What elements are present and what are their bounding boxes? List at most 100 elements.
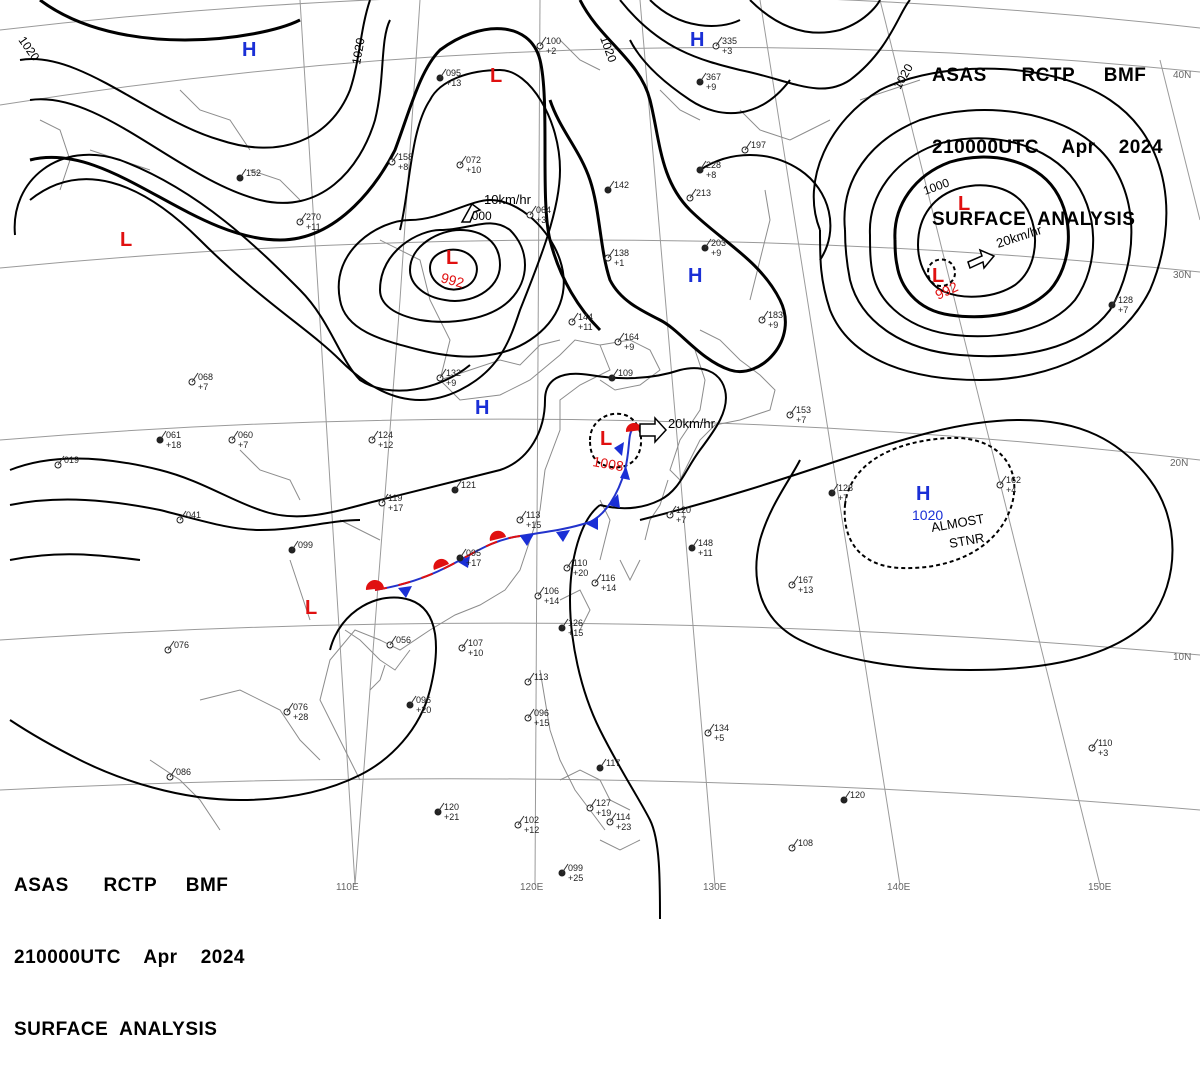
low-center-marker: L: [600, 428, 612, 450]
station-tendency: +7: [838, 493, 848, 503]
station-pressure: 183: [768, 310, 783, 320]
lon-label: 130E: [703, 882, 727, 893]
isobars: [9, 0, 1174, 919]
station-wind-barb: [409, 695, 417, 706]
station-pressure: 124: [378, 430, 393, 440]
station-tendency: +9: [624, 342, 634, 352]
station-wind-barb: [561, 618, 569, 629]
station-pressure: 158: [398, 152, 413, 162]
station-pressure: 076: [293, 702, 308, 712]
station-pressure: 164: [624, 332, 639, 342]
station-wind-barb: [179, 510, 187, 521]
station-tendency: +19: [596, 808, 611, 818]
station-pressure: 056: [396, 635, 411, 645]
station-pressure: 119: [388, 493, 402, 503]
station-tendency: +23: [616, 822, 631, 832]
station-wind-barb: [1091, 738, 1099, 749]
station-wind-barb: [707, 723, 715, 734]
station-pressure: 127: [596, 798, 611, 808]
pressure-centers: H H H H H L L L L L L L: [120, 29, 970, 619]
station-wind-barb: [999, 475, 1007, 486]
lat-label: 10N: [1173, 652, 1191, 663]
station-tendency: +9: [768, 320, 778, 330]
station-pressure: 138: [614, 248, 629, 258]
station-pressure: 102: [524, 815, 539, 825]
station-tendency: +8: [706, 170, 716, 180]
station-wind-barb: [286, 702, 294, 713]
station-wind-barb: [167, 640, 175, 651]
station-wind-barb: [791, 838, 799, 849]
station-wind-barb: [459, 548, 467, 559]
station-wind-barb: [517, 815, 525, 826]
station-wind-barb: [704, 238, 712, 249]
station-wind-barb: [715, 36, 723, 47]
station-pressure: 120: [850, 790, 865, 800]
station-plots: 095+13072+10064+3142138+1144+11203+9183+…: [54, 36, 1133, 883]
station-pressure: 162: [1006, 475, 1021, 485]
station-pressure: 203: [711, 238, 726, 248]
station-wind-barb: [439, 68, 447, 79]
station-pressure: 108: [798, 838, 813, 848]
annotation-stnr: STNR: [948, 530, 985, 551]
station-pressure: 109: [618, 368, 633, 378]
station-tendency: +7: [198, 382, 208, 392]
header-title: SURFACE ANALYSIS: [14, 1019, 218, 1040]
station-wind-barb: [454, 480, 462, 491]
station-tendency: +4: [1006, 485, 1016, 495]
station-wind-barb: [669, 505, 677, 516]
station-wind-barb: [599, 758, 607, 769]
station-pressure: 134: [714, 723, 729, 733]
station-pressure: 060: [238, 430, 253, 440]
chart-header-top-right: ASAS RCTP BMF 210000UTC Apr 2024 SURFACE…: [932, 16, 1163, 256]
station-wind-barb: [761, 310, 769, 321]
station-pressure: 068: [198, 372, 213, 382]
station-wind-barb: [566, 558, 574, 569]
station-tendency: +17: [388, 503, 403, 513]
station-tendency: +21: [444, 812, 459, 822]
station-tendency: +10: [468, 648, 483, 658]
station-wind-barb: [607, 248, 615, 259]
station-pressure: 041: [186, 510, 201, 520]
station-pressure: 114: [616, 812, 630, 822]
station-wind-barb: [791, 575, 799, 586]
station-tendency: +15: [568, 628, 583, 638]
station-pressure: 335: [722, 36, 737, 46]
station-wind-barb: [699, 160, 707, 171]
station-wind-barb: [607, 180, 615, 191]
station-pressure: 076: [174, 640, 189, 650]
station-wind-barb: [609, 812, 617, 823]
station-wind-barb: [519, 510, 527, 521]
station-pressure: 120: [676, 505, 691, 515]
station-pressure: 144: [578, 312, 593, 322]
station-tendency: +9: [706, 82, 716, 92]
low-center-value: 992: [439, 269, 466, 291]
station-pressure: 099: [298, 540, 313, 550]
station-wind-barb: [539, 36, 547, 47]
isobar-label: 1020: [349, 36, 367, 65]
motion-arrows: [460, 202, 996, 444]
high-center-value: 1020: [912, 507, 943, 523]
station-wind-barb: [389, 635, 397, 646]
header-time: 210000UTC Apr 2024: [14, 947, 245, 968]
station-tendency: +12: [378, 440, 393, 450]
station-pressure: 197: [751, 140, 766, 150]
station-pressure: 128: [1118, 295, 1133, 305]
station-tendency: +14: [601, 583, 616, 593]
station-pressure: 064: [536, 205, 551, 215]
lat-label: 40N: [1173, 70, 1191, 81]
station-tendency: +20: [416, 705, 431, 715]
station-pressure: 228: [706, 160, 721, 170]
station-tendency: +11: [306, 222, 321, 232]
low-center-marker: L: [490, 65, 502, 87]
station-tendency: +15: [534, 718, 549, 728]
station-tendency: +9: [711, 248, 721, 258]
lat-labels: 40N 30N 20N 10N: [1170, 70, 1191, 663]
station-tendency: +2: [546, 46, 556, 56]
station-wind-barb: [527, 672, 535, 683]
low-center-value: 1008: [591, 453, 625, 474]
station-tendency: +9: [446, 378, 456, 388]
station-tendency: +20: [573, 568, 588, 578]
high-center-marker: H: [690, 29, 704, 51]
station-tendency: +25: [568, 873, 583, 883]
station-wind-barb: [439, 368, 447, 379]
